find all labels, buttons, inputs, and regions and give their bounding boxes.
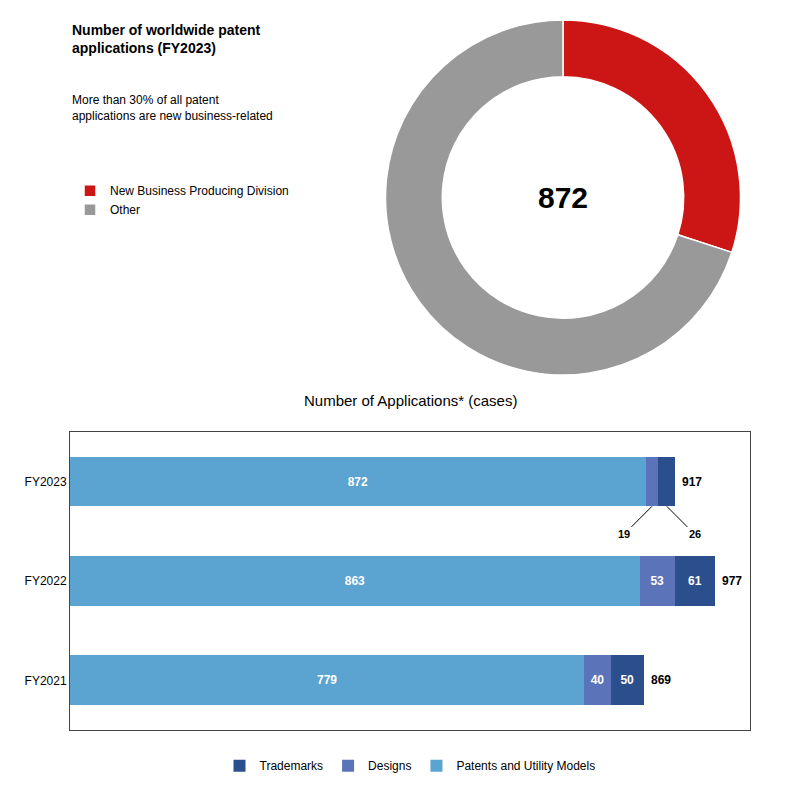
svg-text:FY2021: FY2021 [25, 674, 67, 688]
svg-text:Number of worldwide patentappl: Number of worldwide patentapplications (… [72, 22, 261, 56]
svg-text:19: 19 [618, 528, 630, 540]
svg-text:Designs: Designs [368, 759, 411, 773]
svg-text:Patents and Utility Models: Patents and Utility Models [456, 759, 595, 773]
svg-text:779: 779 [317, 673, 337, 687]
svg-text:50: 50 [620, 673, 634, 687]
svg-text:40: 40 [591, 673, 605, 687]
svg-text:917: 917 [682, 475, 702, 489]
svg-text:FY2023: FY2023 [25, 475, 67, 489]
svg-text:Trademarks: Trademarks [260, 759, 324, 773]
svg-text:872: 872 [348, 475, 368, 489]
svg-text:Number of Applications* (cases: Number of Applications* (cases) [304, 392, 517, 409]
svg-text:New Business Producing Divisio: New Business Producing Division [110, 184, 289, 198]
svg-text:26: 26 [689, 528, 701, 540]
svg-text:More than 30% of all patentapp: More than 30% of all patentapplications … [72, 93, 273, 123]
svg-text:872: 872 [538, 181, 588, 214]
svg-text:FY2022: FY2022 [25, 574, 67, 588]
svg-text:869: 869 [651, 673, 671, 687]
svg-text:863: 863 [345, 574, 365, 588]
svg-text:53: 53 [650, 574, 664, 588]
svg-text:Other: Other [110, 203, 140, 217]
svg-text:977: 977 [722, 574, 742, 588]
svg-text:61: 61 [688, 574, 702, 588]
